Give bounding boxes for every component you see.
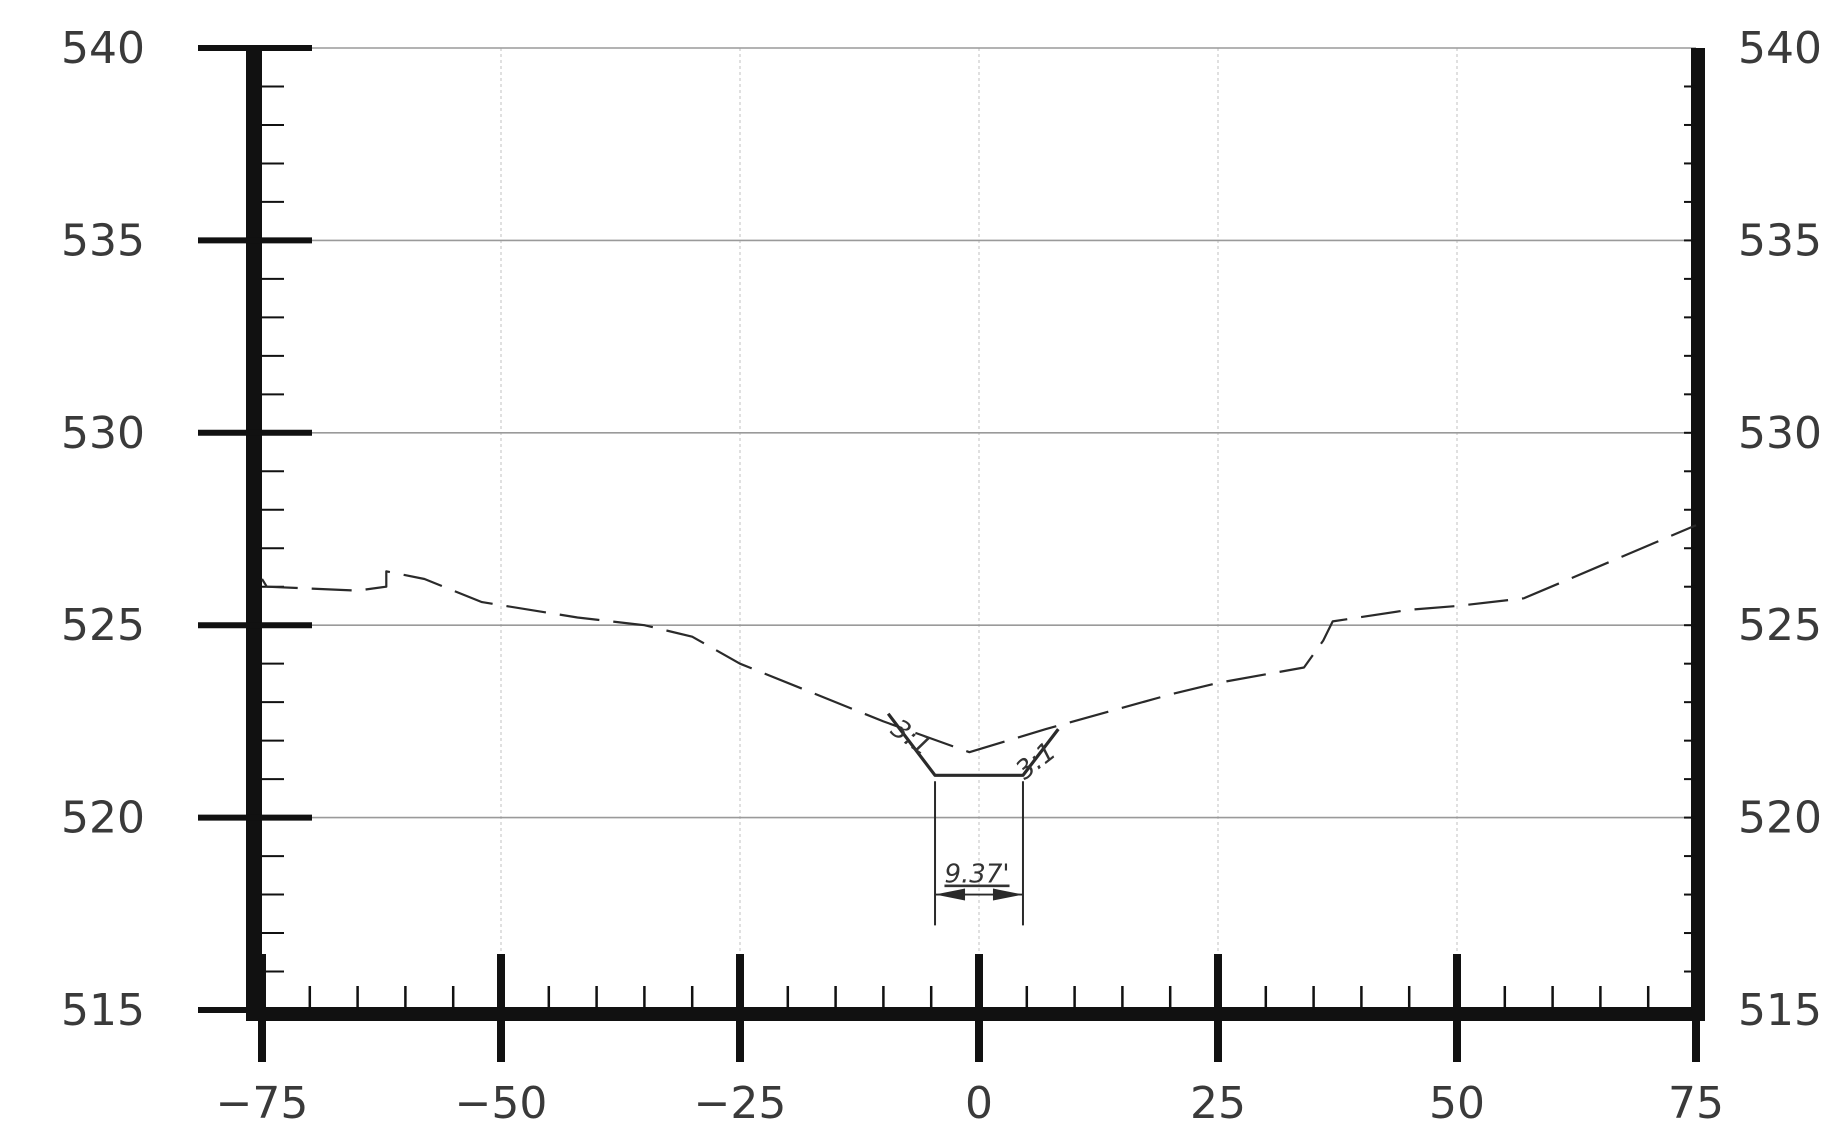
tick-labels: −75 −50 −25 0 25 50 75 540 535 530 525 520 515 540 535… — [61, 23, 1822, 1127]
y-tick-label-left: 520 — [61, 793, 145, 844]
y-tick-label-left: 515 — [61, 985, 145, 1036]
y-tick-label-left: 540 — [61, 23, 145, 74]
dimension-arrow-left — [935, 888, 966, 901]
chart-frame — [198, 45, 1705, 1062]
dimension-arrow-right — [992, 888, 1023, 901]
y-tick-label-right: 530 — [1738, 408, 1822, 459]
y-tick-label-left: 530 — [61, 408, 145, 459]
x-tick-label: −50 — [455, 1078, 548, 1127]
annotations: 9.37' 3:1 3:1 — [885, 714, 1062, 890]
y-tick-label-left: 525 — [61, 600, 145, 651]
y-tick-label-right: 525 — [1738, 600, 1822, 651]
channel-section-line — [886, 712, 1060, 777]
grid-lines — [262, 47, 1696, 1010]
channel-width-label: 9.37' — [944, 860, 1009, 890]
x-tick-label: 75 — [1668, 1078, 1724, 1127]
series-group — [261, 524, 1697, 926]
ground-profile-line — [261, 524, 1697, 754]
y-tick-label-right: 540 — [1738, 23, 1822, 74]
x-tick-label: 50 — [1429, 1078, 1485, 1127]
right-slope-label: 3:1 — [1010, 737, 1061, 786]
y-tick-label-right: 520 — [1738, 793, 1822, 844]
y-tick-label-right: 515 — [1738, 985, 1822, 1036]
y-tick-label-right: 535 — [1738, 215, 1822, 266]
x-tick-label: −25 — [694, 1078, 787, 1127]
x-tick-label: 0 — [965, 1078, 993, 1127]
x-tick-label: −75 — [216, 1078, 309, 1127]
y-tick-label-left: 535 — [61, 215, 145, 266]
x-tick-label: 25 — [1190, 1078, 1246, 1127]
